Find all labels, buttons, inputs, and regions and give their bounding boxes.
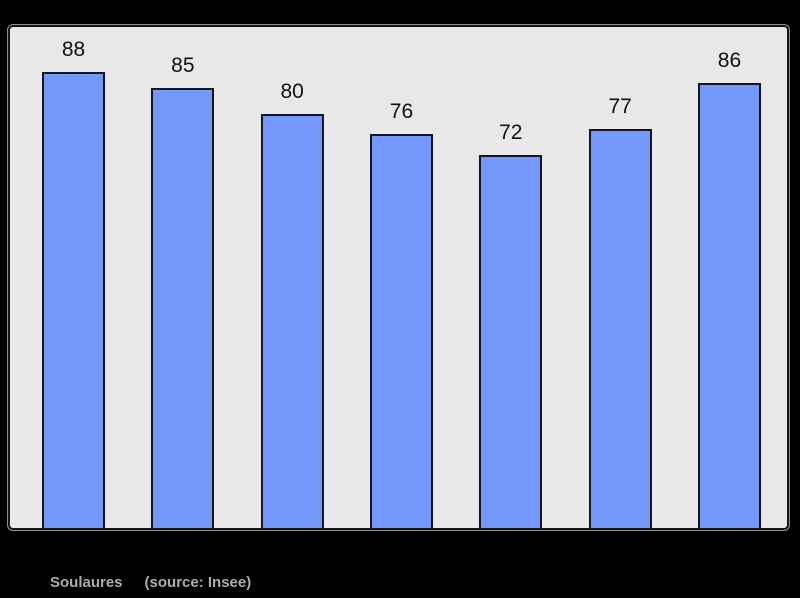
chart-caption: Soulaures (source: Insee) — [50, 574, 252, 592]
bar — [151, 87, 215, 528]
bar-value-label: 88 — [61, 38, 86, 62]
source-note: (source: Insee) — [144, 574, 252, 591]
bar — [369, 134, 433, 528]
chart-panel: 88 85 80 76 72 77 86 — [8, 25, 789, 530]
bar-value-label: 77 — [608, 95, 632, 119]
bar — [697, 82, 761, 528]
bar-value-label: 76 — [389, 100, 414, 124]
bar-value-label: 85 — [171, 53, 195, 77]
bar — [260, 113, 324, 528]
bar — [479, 155, 543, 528]
bar-value-label: 72 — [499, 121, 523, 145]
bar-chart: 88 85 80 76 72 77 86 — [10, 27, 787, 528]
bar — [42, 72, 105, 528]
bar — [588, 129, 652, 528]
bar-value-label: 80 — [280, 79, 304, 103]
commune-name: Soulaures — [50, 574, 123, 591]
bar-value-label: 86 — [717, 48, 742, 72]
